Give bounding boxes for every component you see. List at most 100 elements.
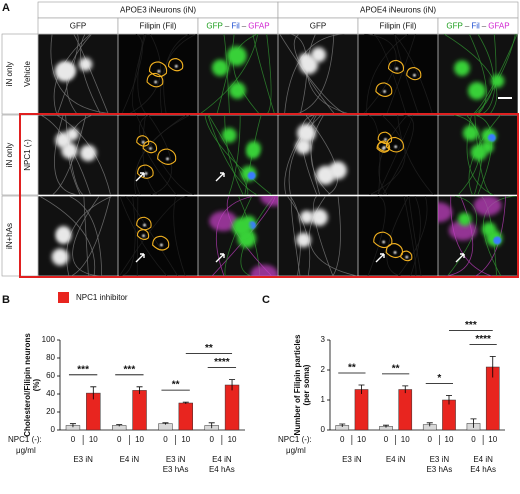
image-bg [38,115,118,195]
neurite [224,196,253,276]
error-bar [116,424,123,427]
neurite [447,196,478,276]
filipin-spot [395,67,399,71]
x-prefix: NPC1 (-): [278,435,312,444]
soma [491,74,505,88]
label-part: GFAP [248,22,269,31]
error-bar [162,422,169,425]
sig-label: *** [124,364,136,375]
y-axis-label: Number of Filipin particles [293,334,302,435]
error-bar [136,386,143,394]
x-tick-label: E4 hAs [209,465,235,474]
y-axis-label: (per soma) [302,364,311,405]
soma [296,232,311,248]
neurite [136,196,139,276]
y-tick-label: 40 [46,389,55,398]
error-bar [339,423,346,427]
y-tick-label: 100 [42,335,56,344]
soma-outline [406,67,422,81]
neurite [83,196,89,276]
neurite [475,196,507,276]
filipin-spot [159,243,163,247]
filipin-spot [166,157,170,161]
neurite [372,34,407,114]
filipin-merge [247,171,256,180]
dose-label: 0 [209,435,214,444]
filipin-spot [148,147,152,151]
soma-outline [387,59,405,74]
soma [470,144,488,161]
soma-outline [385,136,404,153]
micrograph [38,34,118,114]
neurite [386,34,416,114]
neurite [72,196,102,276]
soma-outline [152,235,170,251]
neurite [73,34,109,114]
x-tick-label: E4 hAs [470,465,496,474]
y-tick-label: 20 [46,407,55,416]
soma-outline [167,57,184,72]
sig-label: ** [348,363,356,374]
label-part: Fil [471,22,480,31]
bar [132,390,147,431]
error-bar [90,386,97,400]
y-tick-label: 0 [51,425,56,434]
column-label: Filipin (Fil) [140,22,177,31]
neurite [216,34,235,114]
soma [56,229,71,244]
image-bg [198,34,278,114]
neurite [207,115,258,195]
soma [66,127,79,141]
soma-outline [136,229,150,240]
column-label: GFP – Fil – GFAP [446,22,509,31]
soma-outline [148,61,168,78]
neurite [66,196,113,276]
image-bg [278,115,358,195]
error-bar [446,395,452,405]
error-bar [383,424,389,428]
neurite [148,115,173,195]
glia [209,211,238,232]
legend-swatch [58,292,69,303]
filipin-spot [154,80,158,84]
neurite [443,34,498,114]
arrow [215,172,225,182]
group-header: APOE3 iNeurons (iN) [120,6,196,15]
neurite [68,196,103,276]
bar [224,384,240,431]
arrow [455,253,465,263]
soma-outline [157,148,177,165]
soma-outline [373,231,393,249]
neurite [377,115,413,195]
y-tick-label: 0 [321,425,326,434]
soma [221,127,237,143]
micrograph [118,34,198,114]
filipin-spot [144,171,148,175]
micrograph [118,196,198,276]
sig-label: ** [205,343,213,354]
filipin-merge [493,236,502,245]
soma [481,222,497,237]
soma-outline [142,140,158,154]
neurite [65,115,84,195]
filipin-spot [383,137,387,141]
dose-label: 0 [384,435,389,444]
dose-label: 0 [471,435,476,444]
error-bar [426,422,433,427]
filipin-spot [141,140,145,144]
legend-label: NPC1 inhibitor [76,293,128,302]
neurite [310,115,332,195]
neurite [410,196,421,276]
glia [438,202,453,223]
micrograph [198,196,278,276]
soma [295,138,312,155]
filipin-spot [142,234,146,238]
glia [448,220,477,241]
image-bg [358,196,438,276]
soma [296,123,316,143]
dose-label: 10 [135,435,144,444]
bar [354,389,369,431]
sig-label: ** [392,364,400,375]
neurite [288,115,322,195]
